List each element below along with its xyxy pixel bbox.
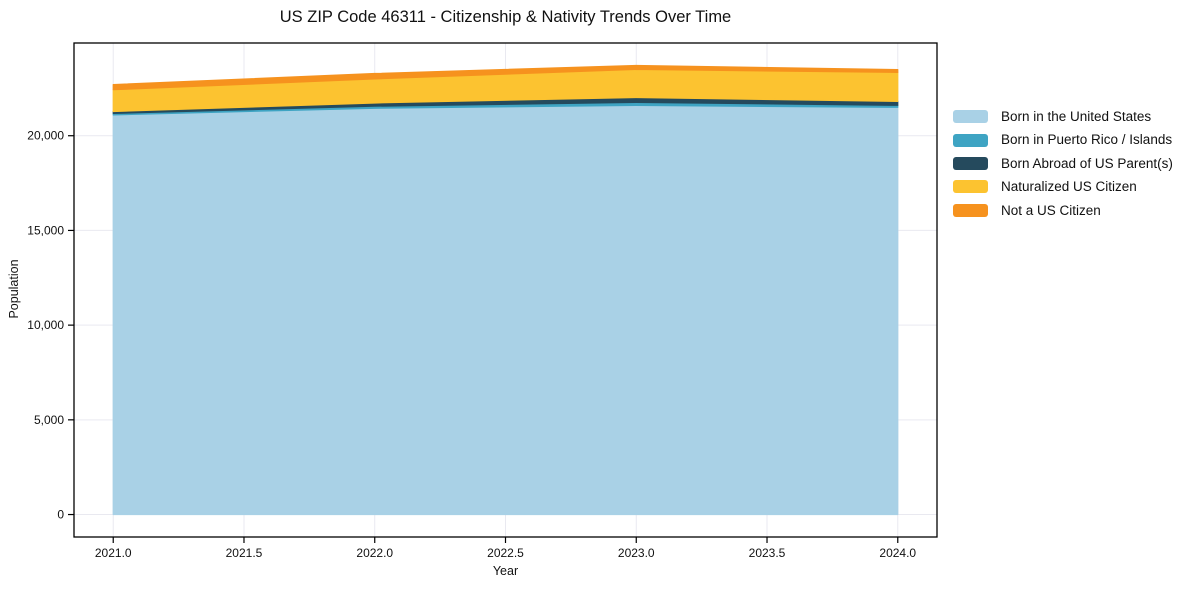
area-series [112, 104, 899, 516]
legend-label: Born in the United States [1001, 108, 1152, 124]
legend-item: Born in the United States [953, 105, 1173, 128]
y-tick-label: 0 [57, 508, 64, 522]
y-tick-label: 10,000 [27, 318, 64, 332]
legend-swatch [953, 180, 988, 194]
y-axis-label: Population [7, 259, 21, 319]
legend-label: Born Abroad of US Parent(s) [1001, 155, 1173, 171]
chart-title: US ZIP Code 46311 - Citizenship & Nativi… [279, 8, 732, 26]
x-tick-label: 2023.0 [618, 546, 655, 560]
x-tick-label: 2023.5 [749, 546, 786, 560]
x-tick-label: 2024.0 [879, 546, 916, 560]
legend-label: Born in Puerto Rico / Islands [1001, 132, 1173, 148]
x-axis-label: Year [492, 564, 519, 578]
x-tick-label: 2021.5 [226, 546, 263, 560]
area-series [112, 64, 899, 91]
legend-item: Born Abroad of US Parent(s) [953, 152, 1173, 175]
x-tick-label: 2021.0 [95, 546, 132, 560]
legend: Born in the United States Born in Puerto … [953, 105, 1173, 222]
legend-label: Not a US Citizen [1001, 202, 1101, 218]
legend-swatch [953, 133, 988, 147]
legend-item: Born in Puerto Rico / Islands [953, 128, 1173, 151]
legend-item: Not a US Citizen [953, 199, 1173, 222]
legend-item: Naturalized US Citizen [953, 175, 1173, 198]
legend-swatch [953, 110, 988, 124]
y-tick-label: 20,000 [27, 129, 64, 143]
legend-label: Naturalized US Citizen [1001, 179, 1137, 195]
y-tick-label: 15,000 [27, 223, 64, 237]
y-tick-label: 5,000 [34, 413, 64, 427]
x-tick-label: 2022.5 [487, 546, 524, 560]
legend-swatch [953, 203, 988, 217]
x-tick-label: 2022.0 [356, 546, 393, 560]
legend-swatch [953, 156, 988, 170]
